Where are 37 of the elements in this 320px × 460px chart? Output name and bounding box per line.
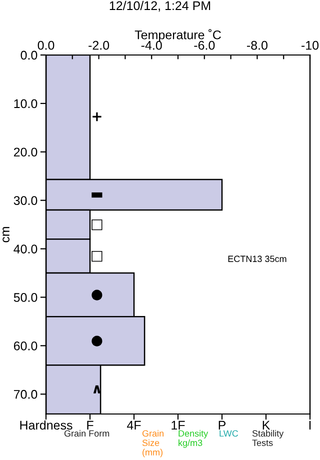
x2-tick-label: -4.0 bbox=[141, 40, 162, 50]
text: Stability Tests bbox=[252, 430, 284, 446]
text: P bbox=[218, 420, 226, 430]
x2-tick-label: -10 bbox=[302, 40, 319, 50]
chart-title: 12/10/12, 1:24 PM bbox=[110, 0, 210, 12]
x2-tick-label: -6.0 bbox=[194, 40, 215, 50]
text: LWC bbox=[220, 430, 238, 437]
annotation: ▬ bbox=[92, 192, 102, 198]
text: Grain Size (mm) bbox=[142, 430, 164, 458]
text: F bbox=[87, 420, 94, 430]
annotation: ● bbox=[92, 290, 102, 300]
y-tick-label: 20.0 bbox=[14, 148, 38, 157]
annotation: + bbox=[92, 112, 102, 122]
y-tick-label: 40.0 bbox=[14, 244, 38, 254]
text: 4F bbox=[126, 420, 141, 430]
text: Grain Form bbox=[64, 430, 110, 437]
text: 1F bbox=[172, 420, 185, 430]
text: Hardness bbox=[20, 420, 72, 430]
y-tick-label: 70.0 bbox=[14, 390, 38, 399]
annotation: ∧ bbox=[93, 385, 100, 394]
text: K bbox=[262, 420, 270, 430]
y-tick-label: 30.0 bbox=[14, 196, 38, 205]
x2-axis-title: Temperature ˚C bbox=[134, 29, 221, 42]
y-tick-label: 0.0 bbox=[20, 50, 38, 60]
x2-tick-label: 0.0 bbox=[38, 40, 54, 50]
annotation: ● bbox=[92, 336, 102, 346]
y-tick-label: 10.0 bbox=[14, 99, 38, 108]
annotation: □ bbox=[92, 219, 102, 230]
y-tick-label: 60.0 bbox=[14, 341, 38, 350]
annotation: □ bbox=[92, 250, 102, 262]
text: Density kg/m3 bbox=[178, 430, 208, 448]
text: ECTN13 35cm bbox=[228, 256, 286, 262]
text: I bbox=[309, 420, 311, 430]
x2-tick-label: -8.0 bbox=[246, 40, 268, 50]
x2-tick-label: -2.0 bbox=[88, 40, 110, 50]
y-axis-title: cm bbox=[2, 226, 10, 242]
y-tick-label: 50.0 bbox=[14, 293, 38, 302]
